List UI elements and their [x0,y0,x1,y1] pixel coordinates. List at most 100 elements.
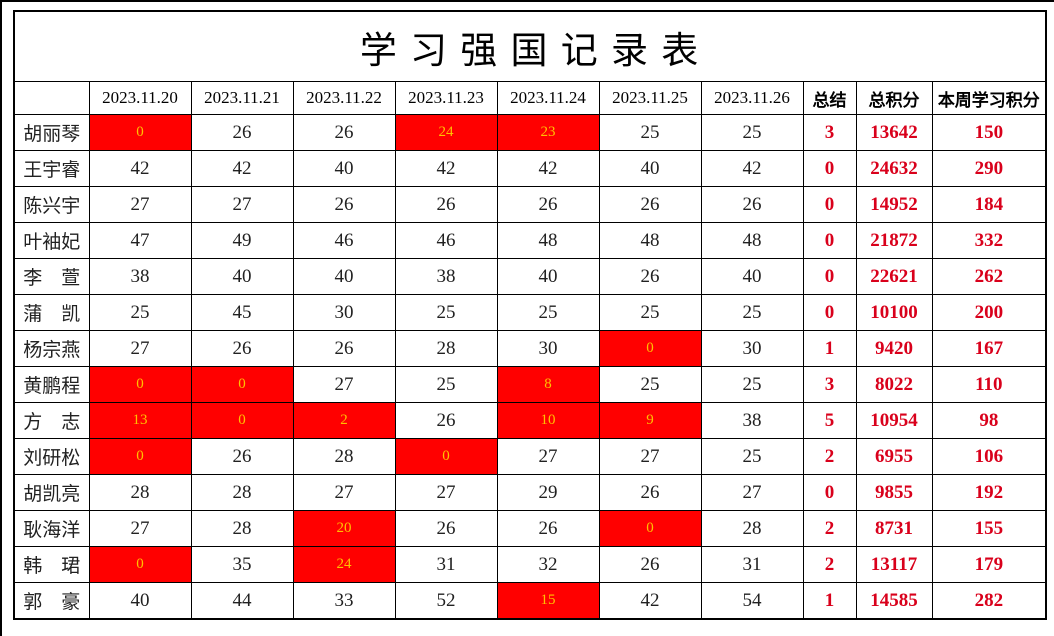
week-score-cell: 332 [931,222,1047,259]
day-score-cell: 26 [496,186,600,223]
total-score-cell: 14952 [855,186,933,223]
summary-header: 本周学习积分 [931,81,1047,115]
day-score-cell: 28 [292,438,396,475]
total-score-cell: 24632 [855,150,933,187]
day-score-cell: 40 [496,258,600,295]
day-score-cell-highlighted: 0 [88,366,192,403]
day-score-cell: 26 [598,546,702,583]
day-score-cell-highlighted: 0 [88,546,192,583]
day-score-cell-highlighted: 0 [190,402,294,439]
week-score-cell: 179 [931,546,1047,583]
member-name: 叶袖妃 [13,222,90,259]
table-row: 韩 珺 0 35 24 31 32 26 31 2 13117 179 [13,546,1047,583]
day-score-cell: 42 [88,150,192,187]
member-name: 杨宗燕 [13,330,90,367]
total-score-cell: 10954 [855,402,933,439]
day-score-cell: 35 [190,546,294,583]
member-name: 韩 珺 [13,546,90,583]
summary-count-cell: 1 [802,330,857,367]
day-score-cell: 26 [394,402,498,439]
day-score-cell-highlighted: 8 [496,366,600,403]
total-score-cell: 13642 [855,114,933,151]
day-score-cell-highlighted: 0 [598,510,702,547]
summary-count-cell: 0 [802,186,857,223]
day-score-cell: 26 [394,510,498,547]
total-score-cell: 8022 [855,366,933,403]
day-score-cell: 26 [598,474,702,511]
day-score-cell: 30 [292,294,396,331]
member-name: 陈兴宇 [13,186,90,223]
summary-count-cell: 0 [802,222,857,259]
member-name: 蒲 凯 [13,294,90,331]
table-row: 叶袖妃 47 49 46 46 48 48 48 0 21872 332 [13,222,1047,259]
day-score-cell: 28 [190,474,294,511]
member-name: 刘研松 [13,438,90,475]
day-score-cell-highlighted: 2 [292,402,396,439]
day-score-cell: 29 [496,474,600,511]
day-score-cell: 26 [598,258,702,295]
member-name: 胡丽琴 [13,114,90,151]
day-score-cell-highlighted: 0 [394,438,498,475]
day-score-cell: 28 [190,510,294,547]
member-name: 黄鹏程 [13,366,90,403]
day-score-cell: 42 [700,150,804,187]
day-score-cell: 26 [598,186,702,223]
corner-cell [13,81,90,115]
total-score-cell: 9420 [855,330,933,367]
week-score-cell: 110 [931,366,1047,403]
day-score-cell: 30 [700,330,804,367]
day-score-cell: 48 [700,222,804,259]
day-score-cell: 48 [496,222,600,259]
day-score-cell: 28 [700,510,804,547]
day-score-cell: 27 [88,330,192,367]
total-score-cell: 13117 [855,546,933,583]
date-header: 2023.11.22 [292,81,396,115]
day-score-cell: 27 [292,366,396,403]
day-score-cell: 27 [700,474,804,511]
day-score-cell: 32 [496,546,600,583]
day-score-cell: 26 [292,186,396,223]
day-score-cell: 26 [292,330,396,367]
day-score-cell: 44 [190,582,294,620]
total-score-cell: 14585 [855,582,933,620]
day-score-cell: 28 [88,474,192,511]
day-score-cell: 28 [394,330,498,367]
date-header: 2023.11.26 [700,81,804,115]
day-score-cell: 25 [394,294,498,331]
day-score-cell-highlighted: 15 [496,582,600,620]
day-score-cell: 27 [394,474,498,511]
summary-count-cell: 0 [802,474,857,511]
week-score-cell: 290 [931,150,1047,187]
day-score-cell-highlighted: 20 [292,510,396,547]
header-row: 2023.11.20 2023.11.21 2023.11.22 2023.11.23… [13,81,1047,115]
day-score-cell: 42 [190,150,294,187]
date-header: 2023.11.21 [190,81,294,115]
summary-count-cell: 2 [802,546,857,583]
day-score-cell: 27 [190,186,294,223]
day-score-cell: 42 [496,150,600,187]
member-name: 胡凯亮 [13,474,90,511]
day-score-cell: 46 [292,222,396,259]
day-score-cell: 40 [190,258,294,295]
summary-count-cell: 1 [802,582,857,620]
day-score-cell-highlighted: 9 [598,402,702,439]
day-score-cell: 26 [700,186,804,223]
day-score-cell: 31 [394,546,498,583]
week-score-cell: 150 [931,114,1047,151]
day-score-cell: 54 [700,582,804,620]
day-score-cell-highlighted: 24 [292,546,396,583]
week-score-cell: 192 [931,474,1047,511]
summary-count-cell: 0 [802,150,857,187]
total-score-cell: 9855 [855,474,933,511]
page-title: 学 习 强 国 记 录 表 [13,10,1047,82]
date-header: 2023.11.24 [496,81,600,115]
table-row: 李 萱 38 40 40 38 40 26 40 0 22621 262 [13,258,1047,295]
summary-count-cell: 5 [802,402,857,439]
day-score-cell: 27 [598,438,702,475]
day-score-cell: 25 [88,294,192,331]
day-score-cell-highlighted: 13 [88,402,192,439]
day-score-cell-highlighted: 10 [496,402,600,439]
title-row: 学 习 强 国 记 录 表 [13,10,1047,82]
day-score-cell: 26 [190,438,294,475]
